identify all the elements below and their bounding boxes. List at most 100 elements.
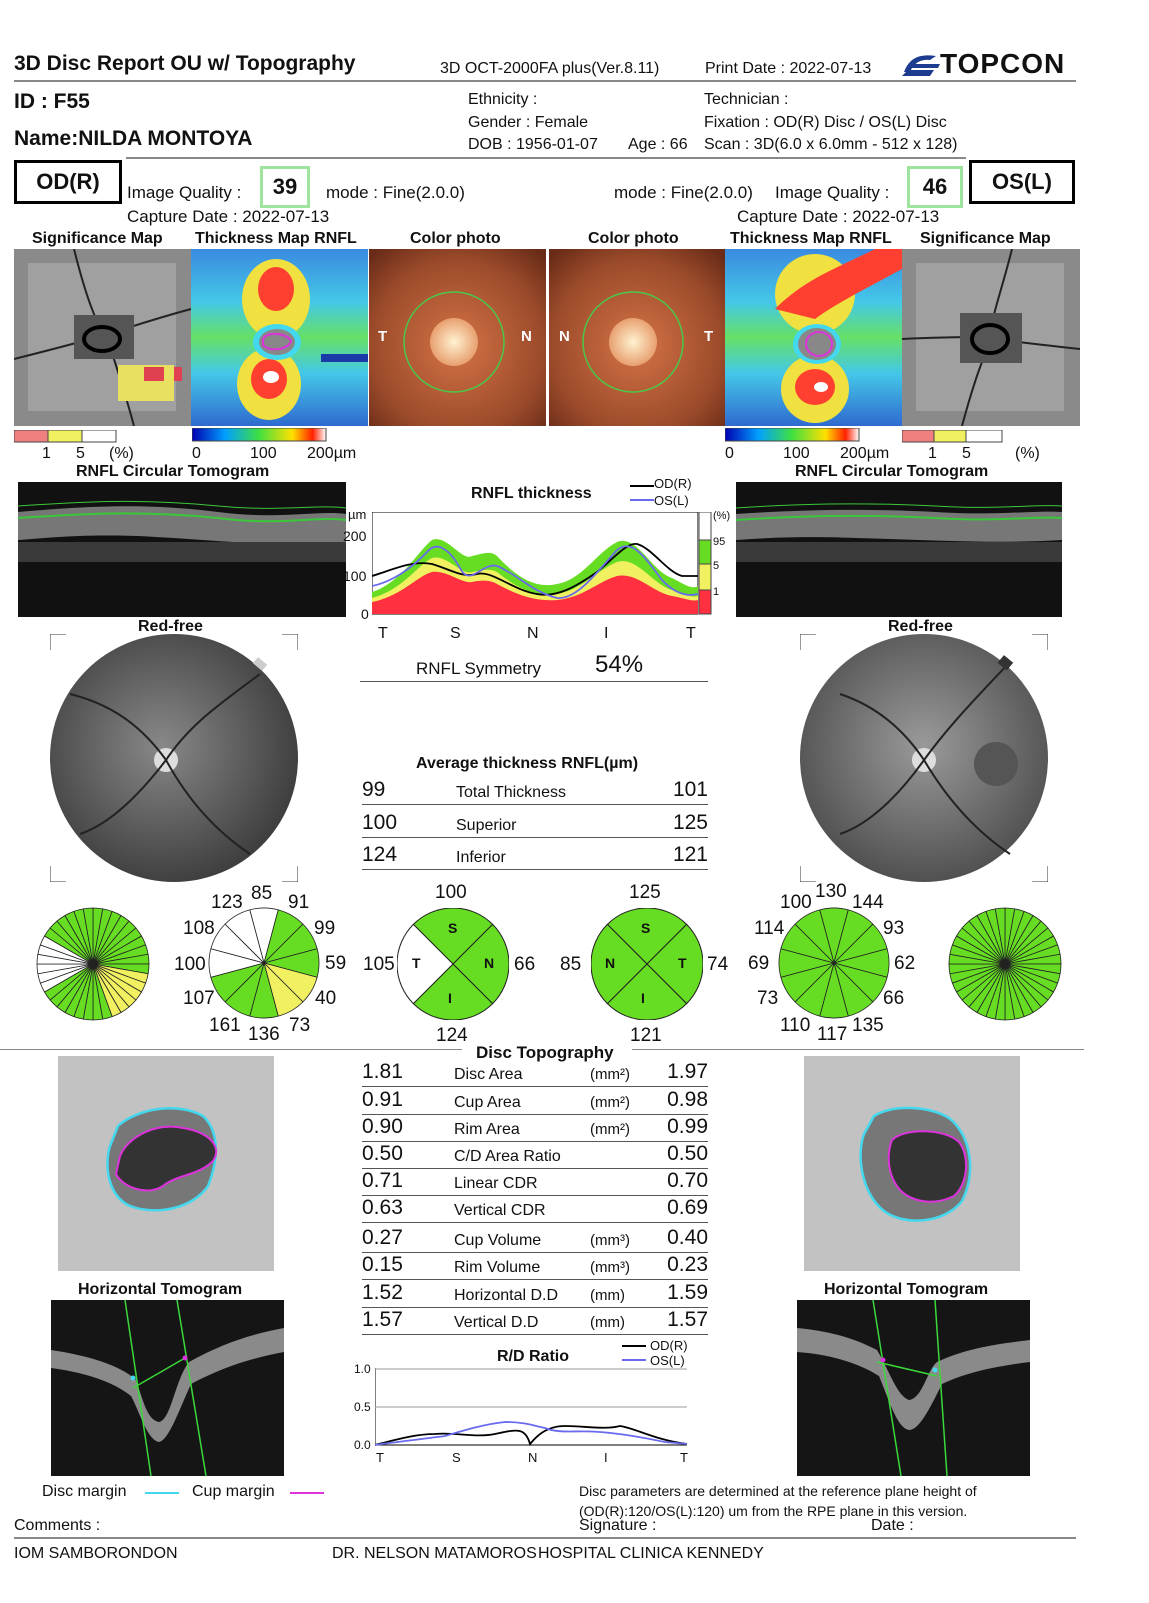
od-quad-s-letter: S [448, 920, 458, 936]
rd-ratio-plot [375, 1368, 688, 1446]
device-version: 3D OCT-2000FA plus(Ver.8.11) [440, 60, 660, 77]
topo-cup-volume-os: 0.40 [667, 1226, 708, 1249]
rnfl-ytick-100: 100 [343, 568, 367, 584]
rnfl-thickness-plot [372, 512, 699, 615]
od-clock-10: 107 [183, 988, 215, 1009]
avg-thickness-title: Average thickness RNFL(µm) [416, 755, 639, 772]
od-quad-t: 105 [363, 954, 395, 975]
report-title: 3D Disc Report OU w/ Topography [14, 52, 356, 75]
avg-total-os: 101 [672, 778, 708, 801]
os-clock-1: 100 [780, 892, 812, 913]
topo-rim-area-od: 0.90 [362, 1115, 403, 1138]
rd-ytick-0: 0.0 [354, 1438, 371, 1452]
od-photo-t: T [378, 328, 388, 345]
rd-xtick-n: N [528, 1450, 538, 1465]
rd-chart-title: R/D Ratio [497, 1348, 569, 1365]
od-clock-5: 59 [325, 953, 347, 974]
topo-vertical-dd-od: 1.57 [362, 1308, 403, 1331]
image-row [14, 249, 1080, 426]
topo-vertical-cdr-name: Vertical CDR [454, 1202, 546, 1219]
topcon-logo: TOPCON [900, 48, 1070, 80]
topo-vertical-cdr-od: 0.63 [362, 1196, 403, 1219]
os-horizontal-tomogram [797, 1300, 1030, 1476]
od-thick-scale-200: 200µm [307, 445, 357, 462]
os-clock-sector-12 [794, 909, 835, 965]
os-clock-6: 66 [883, 988, 905, 1009]
os-clock-9: 110 [780, 1015, 811, 1036]
topo-row-disc-area: 1.81 Disc Area (mm²) 1.97 [362, 1060, 708, 1087]
os-36-sector-36 [994, 907, 1006, 965]
topo-row-linear-cdr: 0.71 Linear CDR 0.70 [362, 1169, 708, 1196]
os-quad-i: 121 [630, 1025, 662, 1046]
rnfl-xtick-s: S [450, 625, 461, 642]
disc-margin-swatch [145, 1492, 179, 1494]
disc-topo-title: Disc Topography [476, 1043, 614, 1062]
topo-vertical-cdr-os: 0.69 [667, 1196, 708, 1219]
topo-rim-volume-os: 0.23 [667, 1253, 708, 1276]
os-quad-i-letter: I [641, 990, 645, 1006]
od-thick-scale-100: 100 [250, 445, 277, 462]
od-clock-sector-12 [224, 909, 265, 965]
topo-row-cup-volume: 0.27 Cup Volume (mm³) 0.40 [362, 1226, 708, 1253]
avg-inferior-name: Inferior [456, 849, 506, 866]
topo-rim-volume-name: Rim Volume [454, 1259, 541, 1276]
topo-cup-area-od: 0.91 [362, 1088, 403, 1111]
dob: DOB : 1956-01-07 [468, 136, 598, 153]
os-thick-scale-100: 100 [783, 445, 810, 462]
print-date: Print Date : 2022-07-13 [705, 60, 872, 77]
od-red-free-label: Red-free [138, 618, 203, 635]
rd-xtick-s: S [452, 1450, 461, 1465]
topo-horizontal-dd-os: 1.59 [667, 1281, 708, 1304]
topo-horizontal-dd-od: 1.52 [362, 1281, 403, 1304]
disc-margin-label: Disc margin [42, 1483, 127, 1500]
od-capture-date: Capture Date : 2022-07-13 [127, 207, 330, 226]
disc-note-line2: (OD(R):120/OS(L):120) um from the RPE pl… [579, 1503, 968, 1519]
od-clock-3: 91 [288, 892, 310, 913]
os-sig-scale-1: 1 [928, 445, 937, 462]
od-circ-tomo-label: RNFL Circular Tomogram [76, 463, 270, 480]
os-clock-10: 73 [757, 988, 779, 1009]
rd-legend-os: OS(L) [650, 1353, 685, 1368]
org-doctor: DR. NELSON MATAMOROS [332, 1545, 537, 1562]
brand-name: TOPCON [940, 48, 1066, 79]
rd-ytick-1: 1.0 [354, 1362, 371, 1376]
os-clock-7: 135 [852, 1015, 884, 1036]
age: Age : 66 [628, 136, 688, 153]
os-quad-t-letter: T [678, 955, 687, 971]
od-thick-scale-0: 0 [192, 445, 201, 462]
os-quad-n-letter: N [605, 955, 616, 971]
comments-label: Comments : [14, 1517, 101, 1534]
od-quad-n: 66 [514, 954, 536, 975]
os-eye-label: OS(L) [969, 160, 1075, 204]
rnfl-pct-5: 5 [713, 560, 720, 572]
os-quad-t: 74 [707, 954, 729, 975]
topo-row-rim-area: 0.90 Rim Area (mm²) 0.99 [362, 1115, 708, 1142]
rnfl-symmetry-label: RNFL Symmetry [416, 659, 541, 678]
rd-ytick-05: 0.5 [354, 1400, 371, 1414]
gender: Gender : Female [468, 114, 589, 131]
topo-row-cd-area-ratio: 0.50 C/D Area Ratio 0.50 [362, 1142, 708, 1169]
od-quad-s: 100 [435, 882, 467, 903]
od-clock-11: 100 [174, 954, 206, 975]
od-sig-scale-unit: (%) [109, 445, 134, 462]
od-quad-t-letter: T [412, 955, 421, 971]
os-circ-tomo-label: RNFL Circular Tomogram [795, 463, 989, 480]
rnfl-percentile-bar [699, 512, 712, 615]
cup-margin-swatch [290, 1492, 324, 1494]
org-iom: IOM SAMBORONDON [14, 1545, 178, 1562]
os-significance-map [901, 249, 1080, 426]
avg-superior-od: 100 [362, 811, 398, 834]
os-sig-scale [902, 430, 1003, 443]
rnfl-xtick-n: N [527, 625, 539, 642]
os-mode: mode : Fine(2.0.0) [614, 183, 753, 202]
os-sig-map-label: Significance Map [920, 230, 1051, 247]
od-photo-n: N [521, 328, 532, 345]
od-clock-12: 108 [183, 918, 215, 939]
topo-horizontal-dd-unit: (mm) [590, 1287, 625, 1304]
od-clock-8: 136 [248, 1024, 280, 1045]
rnfl-ytick-0: 0 [361, 606, 369, 622]
ethnicity: Ethnicity : [468, 91, 538, 108]
od-mode: mode : Fine(2.0.0) [326, 183, 465, 202]
os-clock-2: 130 [815, 881, 847, 902]
topo-row-rim-volume: 0.15 Rim Volume (mm³) 0.23 [362, 1253, 708, 1280]
